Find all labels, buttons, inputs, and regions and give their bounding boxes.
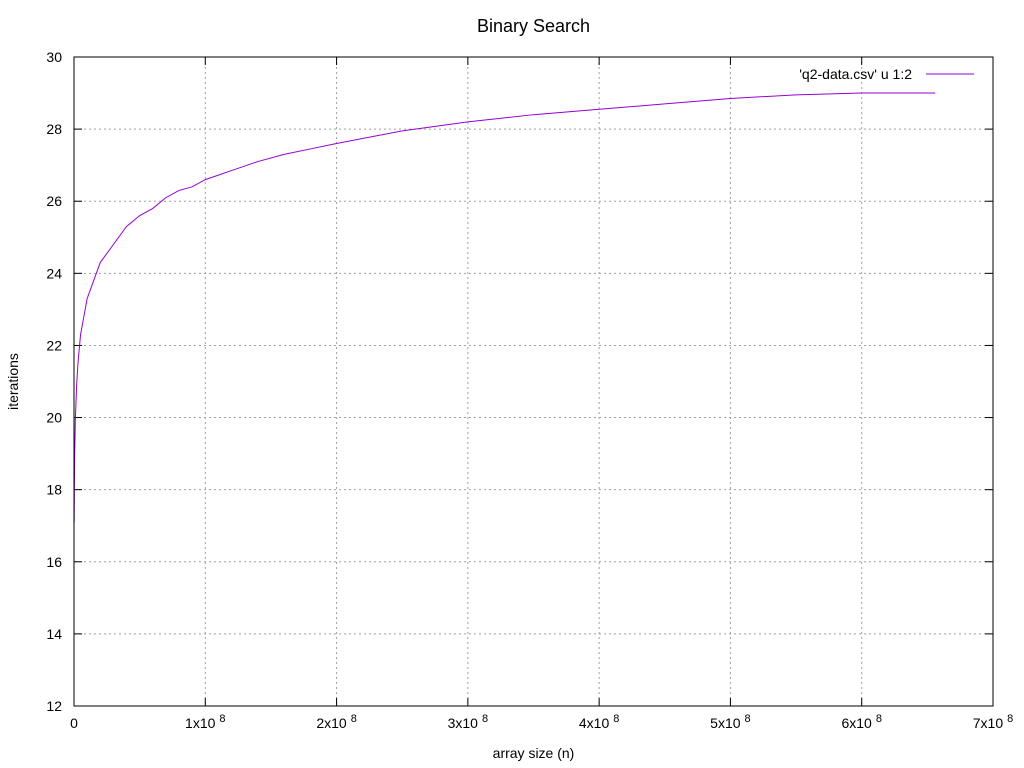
- x-tick-mantissa: 7x10: [973, 715, 1004, 731]
- series-line: [73, 92, 936, 523]
- legend: 'q2-data.csv' u 1:2: [799, 66, 974, 82]
- x-tick-mantissa: 2x10: [316, 715, 347, 731]
- x-tick-label: 6x10 8: [841, 713, 881, 731]
- y-tick-label: 30: [46, 49, 62, 65]
- series-layer: [73, 92, 936, 523]
- y-tick-label: 14: [46, 626, 62, 642]
- x-tick-exponent: 8: [351, 713, 357, 725]
- y-tick-label: 22: [46, 337, 62, 353]
- x-tick-exponent: 8: [613, 713, 619, 725]
- x-tick-label: 4x10 8: [579, 713, 619, 731]
- grid: [74, 57, 993, 706]
- x-tick-mantissa: 6x10: [841, 715, 872, 731]
- x-tick-mantissa: 4x10: [579, 715, 610, 731]
- x-tick-label: 2x10 8: [316, 713, 356, 731]
- x-tick-label: 1x10 8: [185, 713, 225, 731]
- x-tick-mantissa: 3x10: [448, 715, 479, 731]
- chart-title: Binary Search: [477, 16, 590, 36]
- y-tick-label: 12: [46, 698, 62, 714]
- x-tick-label: 7x10 8: [973, 713, 1013, 731]
- y-tick-label: 16: [46, 554, 62, 570]
- legend-label: 'q2-data.csv' u 1:2: [799, 66, 912, 82]
- y-tick-label: 26: [46, 193, 62, 209]
- plot-frame: [73, 56, 994, 707]
- y-tick-label: 28: [46, 121, 62, 137]
- x-tick-exponent: 8: [1007, 713, 1013, 725]
- x-tick-mantissa: 0: [70, 715, 78, 731]
- x-tick-exponent: 8: [876, 713, 882, 725]
- y-tick-label: 24: [46, 265, 62, 281]
- x-tick-label: 3x10 8: [448, 713, 488, 731]
- x-tick-mantissa: 5x10: [710, 715, 741, 731]
- y-axis-label: iterations: [5, 353, 21, 410]
- x-tick-exponent: 8: [482, 713, 488, 725]
- x-tick-label: 0: [70, 715, 78, 731]
- x-axis-label: array size (n): [493, 745, 575, 761]
- x-tick-exponent: 8: [745, 713, 751, 725]
- x-tick-exponent: 8: [219, 713, 225, 725]
- y-tick-label: 18: [46, 482, 62, 498]
- x-tick-label: 5x10 8: [710, 713, 750, 731]
- x-tick-mantissa: 1x10: [185, 715, 216, 731]
- y-tick-label: 20: [46, 410, 62, 426]
